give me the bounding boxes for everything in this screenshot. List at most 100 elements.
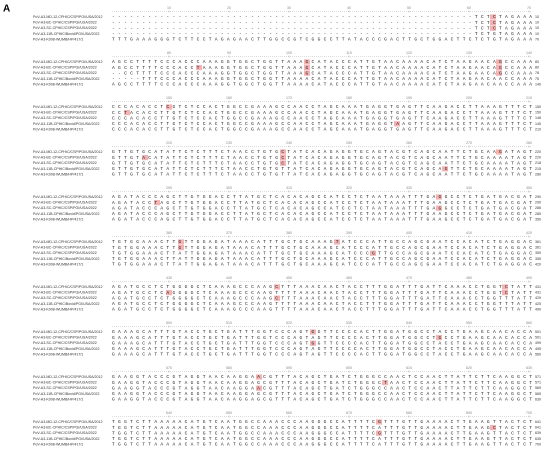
ruler-number: 590 [286,366,292,370]
row-end-position: 10 [535,26,539,30]
ruler-number: 510 [226,321,232,325]
sequence: GAAGGTACCCGTAGGTAACAAGGAACGTTTACAGCTGATC… [112,385,532,391]
ruler-number: 370 [226,231,232,235]
variant-highlight [154,200,160,206]
variant-highlight [382,380,388,386]
sequence-name: PoV-A3-SC-CPHIC/CSP/PGI/USA/2022 [33,341,97,345]
row-end-position: 210 [535,127,541,131]
ruler-number: 330 [406,186,412,190]
sequence-name: PoV-A3-BC-CPHIC/CSP/PGI/USA/2022 [33,111,97,115]
variant-highlight [436,335,442,341]
variant-highlight [436,205,442,211]
sequence-name: PoV-A3-K008-WUMB/HP/417/1 [33,172,83,176]
sequence-name: PoV-A3-MD-12-CPHIC/CSP/PGI/USA/2012 [33,105,103,109]
variant-highlight [496,70,502,76]
ruler-number: 420 [526,231,532,235]
ruler-number: 90 [227,51,231,55]
sequence-name: PoV-A3-BC-CPHIC/CSP/PGI/USA/2022 [33,21,97,25]
ruler-number: 70 [527,6,531,10]
sequence-name: PoV-A3-SC-CPHIC/CSP/PGI/USA/2022 [33,161,97,165]
sequence: GTTGTACATATTCTCTTTCTAACCTGTGCTATCACAGAGG… [112,155,532,161]
ruler-number: 200 [466,96,472,100]
sequence: GAAAGCATTTGTACCTGCTGATTTGGTCCCAGTAGTTCCC… [112,346,532,352]
variant-highlight [178,245,184,251]
row-end-position: 501 [535,336,541,340]
sequence-name: PoV-A3-MD-12-CPHIC/CSP/PGI/USA/2012 [33,240,103,244]
row-end-position: 359 [535,251,541,255]
sequence: TGTGGAAACTTGTTGGAGATAAACATTTGCTGCAAAGCAT… [112,245,532,251]
ruler-number: 130 [466,51,472,55]
sequence-name: PoV-A3-MD-12-CPHIC/CSP/PGI/USA/2012 [33,150,103,154]
variant-highlight [496,149,502,155]
variant-highlight [256,374,262,380]
variant-highlight [304,65,310,71]
sequence-name: PoV-A3-SC-CPHIC/CSP/PGI/USA/2022 [33,206,97,210]
ruler-number: 650 [226,411,232,415]
ruler-number: 50 [407,6,411,10]
sequence-name: PoV-A3-K008-WUMB/HP/417/1 [33,307,83,311]
sequence-name: PoV-A3-BC-CPHIC/CSP/PGI/USA/2022 [33,336,97,340]
sequence: AGATACCCAGCTTGTGGACCTTATGCTCACACAGCCATCC… [112,194,532,200]
row-end-position: 641 [535,420,541,424]
ruler-number: 600 [346,366,352,370]
sequence-name: PoV-A3-MD-12-CPHIC/CSP/PGI/USA/2012 [33,195,103,199]
row-end-position: 431 [535,285,541,289]
variant-highlight [490,14,496,20]
row-end-position: 80 [535,60,539,64]
variant-highlight [490,20,496,26]
sequence-name: PoV-A3-SC-CPHIC/CSP/PGI/USA/2022 [33,26,97,30]
sequence: GAAAGCATTTGTACCTGCTGATTTGGTCCCAGTGGTTCCC… [112,340,532,346]
sequence-name: PoV-A3-SC-CPHIC/CSP/PGI/USA/2022 [33,386,97,390]
row-end-position: 641 [535,426,541,430]
sequence: GAAGGTACCCGTAGGTAACAAGGAGCGTTTACAGCTGATC… [112,397,532,403]
variant-highlight [490,425,496,431]
ruler-number: 410 [466,231,472,235]
sequence-name: PoV-A3-BC-CPHIC/CSP/PGI/USA/2022 [33,201,97,205]
row-end-position: 218 [535,161,541,165]
row-end-position: 569 [535,386,541,390]
sequence-name: PoV-A3-K008-WUMB/HP/417/1 [33,442,83,446]
sequence-name: PoV-A3-11B-CPHIC/Bovid/PGI/USA/2022 [33,392,99,396]
ruler-number: 390 [346,231,352,235]
ruler-number: 270 [466,141,472,145]
sequence: AGATACCTAGCTTGTGGACCTTATGCTCACACAGCCATCC… [112,200,532,206]
row-end-position: 10 [535,32,539,36]
row-end-position: 140 [535,82,541,86]
row-end-position: 288 [535,206,541,210]
sequence: AGATACCCAGCTTGTGGACCTTATGCTCACACAGCCATCC… [112,205,532,211]
row-end-position: 639 [535,431,541,435]
sequence: AGCCTTTTCCCACCCAAAGGTGGCTGGTTAAAACATACCC… [112,82,532,88]
ruler-number: 520 [286,321,292,325]
sequence: TTTGAAAGGGTCTTCCTAGAGAACTTGGCCGTCGGCCTTA… [112,37,532,43]
ruler-number: 300 [226,186,232,190]
ruler-number: 380 [286,231,292,235]
ruler-number: 150 [166,96,172,100]
sequence: ----------------------------------------… [112,20,532,26]
row-end-position: 495 [535,347,541,351]
sequence-name: PoV-A3-K008-WUMB/HP/417/1 [33,352,83,356]
variant-highlight [310,329,316,335]
sequence: TGTGGAAACTTATTGGAGATAAACATTTGCTGCAAAGCAT… [112,250,532,256]
row-end-position: 10 [535,21,539,25]
row-end-position: 70 [535,37,539,41]
variant-highlight [304,59,310,65]
row-end-position: 290 [535,195,541,199]
row-end-position: 355 [535,257,541,261]
sequence-name: PoV-A3-BC-CPHIC/CSP/PGI/USA/2022 [33,156,97,160]
ruler-number: 360 [166,231,172,235]
variant-highlight [178,239,184,245]
variant-highlight [280,149,286,155]
sequence: TGTGGAAACTTATTGGAGATAAACATTTGCTGCAAAGCAT… [112,256,532,262]
variant-highlight [274,284,280,290]
sequence: CCCACACCTTGTCTCCACTGGCCGAAAGCCAACCTAGCAA… [112,127,532,133]
sequence: ----------------------------------------… [112,31,532,37]
variant-highlight [124,110,130,116]
ruler-number: 100 [286,51,292,55]
ruler-number: 220 [166,141,172,145]
row-end-position: 501 [535,330,541,334]
sequence-name: PoV-A3-SC-CPHIC/CSP/PGI/USA/2022 [33,296,97,300]
row-end-position: 499 [535,341,541,345]
ruler-number: 230 [226,141,232,145]
row-end-position: 290 [535,201,541,205]
